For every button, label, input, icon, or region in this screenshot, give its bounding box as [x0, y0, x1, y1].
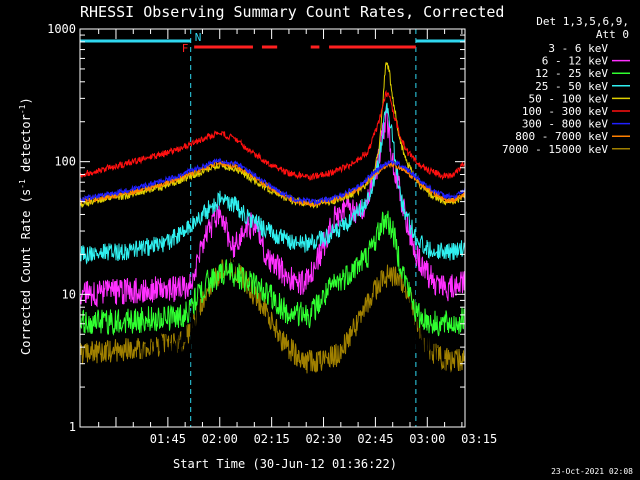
y-tick-label: 100 — [54, 155, 76, 169]
y-label-end: ) — [19, 97, 33, 104]
flag-bars: FN — [182, 31, 416, 55]
y-label-sup2: -1 — [18, 104, 27, 114]
legend-entry-label: 800 - 7000 keV — [515, 130, 608, 143]
y-tick-label: 1 — [69, 420, 76, 434]
series-layer — [80, 62, 465, 427]
series-line-5 — [80, 89, 465, 182]
y-label-main: Corrected Count Rate (s — [19, 189, 33, 355]
legend-entry-label: 50 - 100 keV — [529, 92, 609, 105]
y-tick-label: 10 — [62, 287, 76, 301]
chart-title: RHESSI Observing Summary Count Rates, Co… — [80, 3, 504, 21]
x-tick-label: 01:45 — [150, 432, 186, 446]
x-tick-label: 02:45 — [357, 432, 393, 446]
x-tick-label: 03:00 — [409, 432, 445, 446]
series-line-6 — [80, 157, 465, 206]
flag-label-flare: F — [182, 42, 189, 55]
x-tick-label: 02:15 — [254, 432, 290, 446]
legend-entry-label: 12 - 25 keV — [535, 67, 608, 80]
legend-header-detectors: Det 1,3,5,6,9, — [536, 15, 629, 28]
flag-label-night: N — [195, 31, 202, 44]
series-line-2 — [80, 210, 465, 337]
y-label-sup1: -1 — [18, 179, 27, 189]
y-label-mid: detector — [19, 114, 33, 179]
plot-frame — [79, 28, 466, 428]
y-axis-label: Corrected Count Rate (s-1 detector-1) — [18, 97, 33, 355]
legend-entry-label: 7000 - 15000 keV — [502, 143, 608, 156]
series-line-8 — [80, 258, 465, 374]
x-tick-label: 02:00 — [202, 432, 238, 446]
y-tick-label: 1000 — [47, 22, 76, 36]
legend-entry-label: 25 - 50 keV — [535, 80, 608, 93]
x-tick-label: 02:30 — [305, 432, 341, 446]
legend-header-attenuator: Att 0 — [596, 28, 629, 41]
series-line-4 — [80, 62, 465, 209]
legend-entry-label: 300 - 800 keV — [522, 118, 608, 131]
y-axis: 1 10 100 1000 — [47, 22, 465, 434]
legend-entry-label: 3 - 6 keV — [548, 42, 608, 55]
legend-entry-label: 100 - 300 keV — [522, 105, 608, 118]
series-line-3 — [80, 102, 465, 265]
series-line-0 — [80, 134, 465, 427]
generation-timestamp: 23-Oct-2021 02:08 — [551, 467, 633, 476]
x-tick-label: 03:15 — [461, 432, 497, 446]
x-axis-label: Start Time (30-Jun-12 01:36:22) — [173, 457, 397, 471]
legend-entry-label: 6 - 12 keV — [542, 55, 609, 68]
x-axis: 01:45 02:00 02:15 02:30 02:45 03:00 03:15 — [98, 29, 497, 446]
